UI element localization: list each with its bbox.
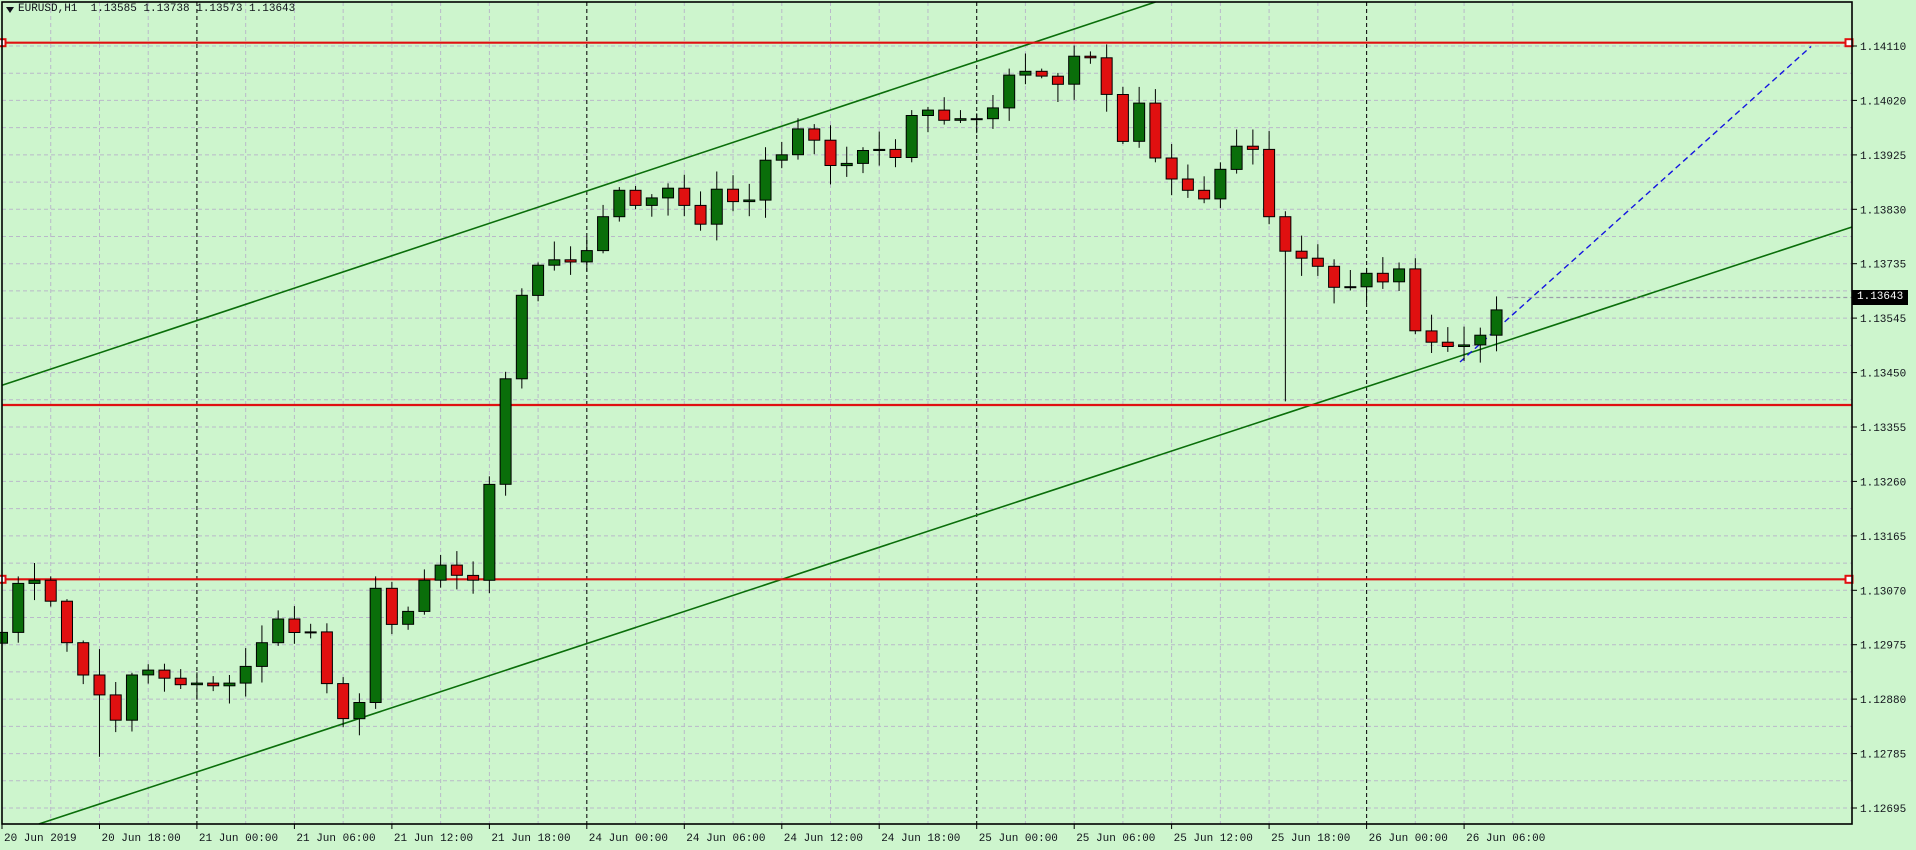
svg-text:21 Jun 12:00: 21 Jun 12:00: [394, 833, 473, 845]
svg-text:24 Jun 06:00: 24 Jun 06:00: [686, 833, 765, 845]
svg-text:1.13070: 1.13070: [1860, 586, 1906, 598]
svg-text:25 Jun 00:00: 25 Jun 00:00: [979, 833, 1058, 845]
svg-text:21 Jun 06:00: 21 Jun 06:00: [296, 833, 375, 845]
svg-text:1.12975: 1.12975: [1860, 641, 1906, 653]
svg-text:1.12695: 1.12695: [1860, 804, 1906, 816]
svg-text:1.14110: 1.14110: [1860, 42, 1906, 54]
svg-text:24 Jun 12:00: 24 Jun 12:00: [784, 833, 863, 845]
svg-text:21 Jun 18:00: 21 Jun 18:00: [491, 833, 570, 845]
svg-text:20 Jun 2019: 20 Jun 2019: [4, 833, 77, 845]
svg-text:26 Jun 00:00: 26 Jun 00:00: [1369, 833, 1448, 845]
svg-text:1.13450: 1.13450: [1860, 369, 1906, 381]
svg-text:25 Jun 06:00: 25 Jun 06:00: [1076, 833, 1155, 845]
svg-text:20 Jun 18:00: 20 Jun 18:00: [102, 833, 181, 845]
svg-text:1.13925: 1.13925: [1860, 151, 1906, 163]
svg-text:1.13735: 1.13735: [1860, 260, 1906, 272]
svg-text:26 Jun 06:00: 26 Jun 06:00: [1466, 833, 1545, 845]
svg-text:25 Jun 12:00: 25 Jun 12:00: [1174, 833, 1253, 845]
svg-text:1.13355: 1.13355: [1860, 423, 1906, 435]
svg-text:21 Jun 00:00: 21 Jun 00:00: [199, 833, 278, 845]
svg-text:1.12785: 1.12785: [1860, 750, 1906, 762]
svg-text:24 Jun 00:00: 24 Jun 00:00: [589, 833, 668, 845]
svg-text:1.13545: 1.13545: [1860, 314, 1906, 326]
svg-text:24 Jun 18:00: 24 Jun 18:00: [881, 833, 960, 845]
svg-text:1.13830: 1.13830: [1860, 205, 1906, 217]
svg-text:1.14020: 1.14020: [1860, 96, 1906, 108]
svg-text:1.13260: 1.13260: [1860, 477, 1906, 489]
svg-text:1.12880: 1.12880: [1860, 695, 1906, 707]
svg-text:25 Jun 18:00: 25 Jun 18:00: [1271, 833, 1350, 845]
svg-text:1.13165: 1.13165: [1860, 532, 1906, 544]
